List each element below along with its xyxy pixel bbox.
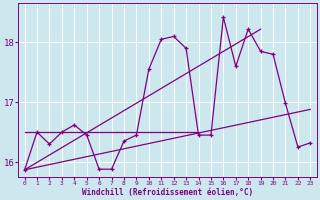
X-axis label: Windchill (Refroidissement éolien,°C): Windchill (Refroidissement éolien,°C) [82,188,253,197]
